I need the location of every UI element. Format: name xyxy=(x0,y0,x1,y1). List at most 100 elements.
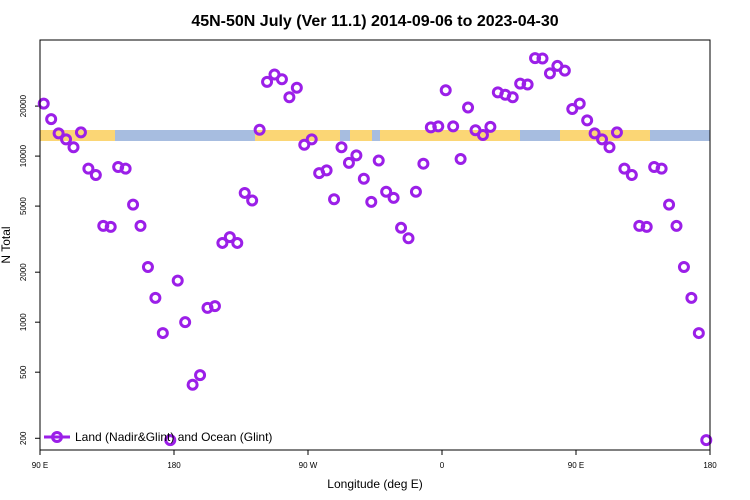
x-tick-label: 90 E xyxy=(568,461,584,470)
data-point xyxy=(663,198,676,211)
x-tick-label: 0 xyxy=(440,461,445,470)
data-point xyxy=(216,236,229,249)
y-tick-label: 10000 xyxy=(19,144,28,167)
data-point xyxy=(171,274,184,287)
data-point xyxy=(677,260,690,273)
data-point xyxy=(387,191,400,204)
data-point xyxy=(134,219,147,232)
data-point xyxy=(328,193,341,206)
data-point xyxy=(238,186,251,199)
data-point xyxy=(74,126,87,139)
data-point xyxy=(558,64,571,77)
data-point xyxy=(625,168,638,181)
data-point xyxy=(60,133,73,146)
x-tick-label: 180 xyxy=(703,461,717,470)
data-point xyxy=(186,378,199,391)
data-point xyxy=(342,156,355,169)
x-tick-label: 90 E xyxy=(32,461,48,470)
data-point xyxy=(462,101,475,114)
land-strip xyxy=(350,130,372,141)
data-point xyxy=(119,162,132,175)
data-point xyxy=(290,81,303,94)
x-tick-label: 90 W xyxy=(299,461,318,470)
data-point xyxy=(521,78,534,91)
data-point xyxy=(253,123,266,136)
data-point xyxy=(476,128,489,141)
data-point xyxy=(208,300,221,313)
data-point xyxy=(640,220,653,233)
data-point xyxy=(357,172,370,185)
land-ocean-band xyxy=(40,130,710,141)
legend-label: Land (Nadir&Glint) and Ocean (Glint) xyxy=(75,430,272,444)
data-point xyxy=(246,194,259,207)
data-point xyxy=(395,221,408,234)
data-point xyxy=(89,168,102,181)
data-point xyxy=(127,198,140,211)
data-point xyxy=(573,97,586,110)
data-point xyxy=(164,434,177,447)
data-point xyxy=(104,220,117,233)
data-point xyxy=(37,97,50,110)
data-point xyxy=(52,127,65,140)
data-point xyxy=(692,327,705,340)
data-point xyxy=(223,231,236,244)
data-point xyxy=(365,195,378,208)
data-point xyxy=(610,126,623,139)
data-point xyxy=(261,75,274,88)
data-point xyxy=(402,232,415,245)
y-tick-label: 1000 xyxy=(19,313,28,331)
y-tick-label: 5000 xyxy=(19,197,28,215)
data-point xyxy=(685,291,698,304)
data-point xyxy=(618,162,631,175)
data-point xyxy=(581,114,594,127)
chart-title: 45N-50N July (Ver 11.1) 2014-09-06 to 20… xyxy=(191,13,558,30)
data-point xyxy=(231,236,244,249)
data-point xyxy=(67,141,80,154)
data-point xyxy=(529,52,542,65)
data-point xyxy=(45,113,58,126)
plot-frame xyxy=(39,39,711,451)
data-point xyxy=(194,369,207,382)
data-point xyxy=(179,316,192,329)
data-point xyxy=(484,120,497,133)
data-point xyxy=(380,185,393,198)
data-point xyxy=(596,133,609,146)
data-point xyxy=(536,52,549,65)
data-point xyxy=(283,91,296,104)
data-point xyxy=(447,120,460,133)
data-point xyxy=(566,103,579,116)
data-point xyxy=(603,141,616,154)
data-point xyxy=(335,141,348,154)
data-point xyxy=(320,164,333,177)
scatter-series xyxy=(37,52,713,447)
y-axis-title: N Total xyxy=(0,226,13,263)
data-point xyxy=(305,133,318,146)
x-axis: 90 E 180 90 W 0 90 E 180 xyxy=(32,450,717,470)
data-point xyxy=(439,84,452,97)
data-point xyxy=(156,327,169,340)
legend: Land (Nadir&Glint) and Ocean (Glint) xyxy=(44,430,272,444)
x-axis-title: Longitude (deg E) xyxy=(327,477,422,491)
data-point xyxy=(700,434,713,447)
y-tick-label: 2000 xyxy=(19,263,28,281)
data-point xyxy=(149,291,162,304)
y-axis: 200 500 1000 2000 5000 10000 20000 xyxy=(19,94,40,445)
data-point xyxy=(417,157,430,170)
data-point xyxy=(588,127,601,140)
legend-marker xyxy=(51,431,63,443)
data-point xyxy=(372,154,385,167)
data-point xyxy=(506,91,519,104)
ocean-strip xyxy=(40,130,710,141)
y-tick-label: 20000 xyxy=(19,94,28,117)
data-point xyxy=(141,260,154,273)
land-strip xyxy=(255,130,340,141)
data-point xyxy=(275,73,288,86)
data-point xyxy=(454,153,467,166)
x-tick-label: 180 xyxy=(167,461,181,470)
data-point xyxy=(409,185,422,198)
land-strip xyxy=(380,130,520,141)
data-point xyxy=(350,149,363,162)
data-point xyxy=(670,219,683,232)
data-point xyxy=(432,120,445,133)
